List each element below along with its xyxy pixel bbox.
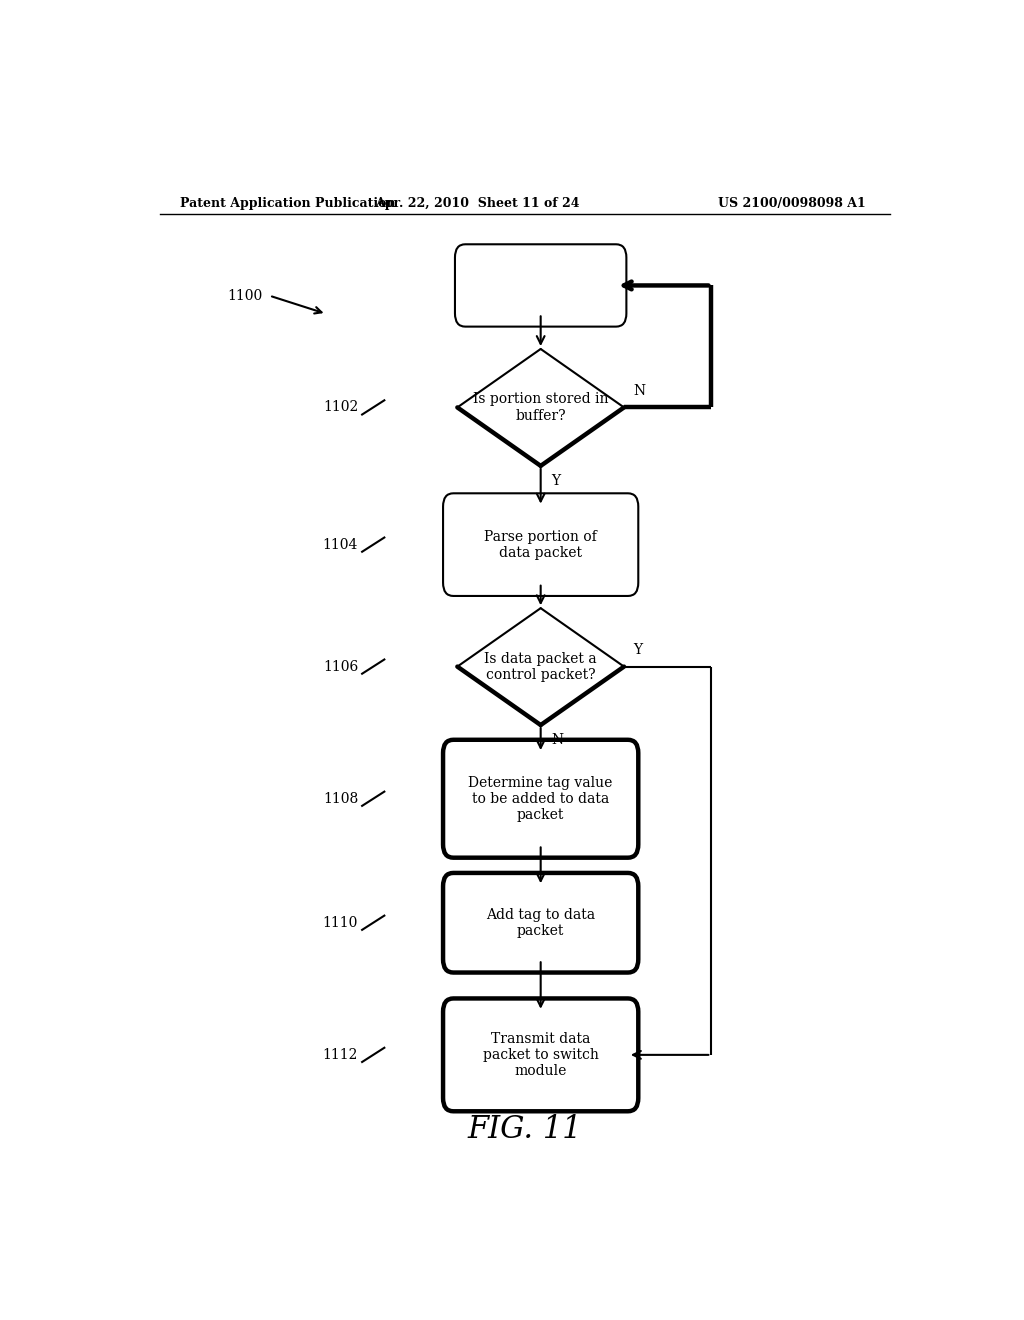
FancyBboxPatch shape [443, 739, 638, 858]
FancyBboxPatch shape [443, 998, 638, 1111]
Text: Is portion stored in
buffer?: Is portion stored in buffer? [473, 392, 608, 422]
Text: 1102: 1102 [323, 400, 358, 414]
Text: Is data packet a
control packet?: Is data packet a control packet? [484, 652, 597, 681]
Text: Y: Y [634, 643, 643, 657]
FancyBboxPatch shape [443, 494, 638, 595]
Text: 1104: 1104 [323, 537, 358, 552]
Text: N: N [551, 733, 563, 747]
FancyBboxPatch shape [455, 244, 627, 326]
Text: 1108: 1108 [323, 792, 358, 805]
Text: Y: Y [551, 474, 560, 488]
Text: FIG. 11: FIG. 11 [468, 1114, 582, 1144]
Text: 1100: 1100 [227, 289, 263, 302]
Text: Patent Application Publication: Patent Application Publication [179, 197, 395, 210]
Text: US 2100/0098098 A1: US 2100/0098098 A1 [718, 197, 866, 210]
Text: Apr. 22, 2010  Sheet 11 of 24: Apr. 22, 2010 Sheet 11 of 24 [375, 197, 580, 210]
Text: Transmit data
packet to switch
module: Transmit data packet to switch module [482, 1032, 599, 1078]
Text: 1106: 1106 [323, 660, 358, 673]
Text: N: N [634, 384, 646, 399]
Text: 1110: 1110 [323, 916, 358, 929]
Text: Determine tag value
to be added to data
packet: Determine tag value to be added to data … [469, 776, 612, 822]
Text: 1112: 1112 [323, 1048, 358, 1061]
Text: Parse portion of
data packet: Parse portion of data packet [484, 529, 597, 560]
Text: Add tag to data
packet: Add tag to data packet [486, 908, 595, 937]
FancyBboxPatch shape [443, 873, 638, 973]
